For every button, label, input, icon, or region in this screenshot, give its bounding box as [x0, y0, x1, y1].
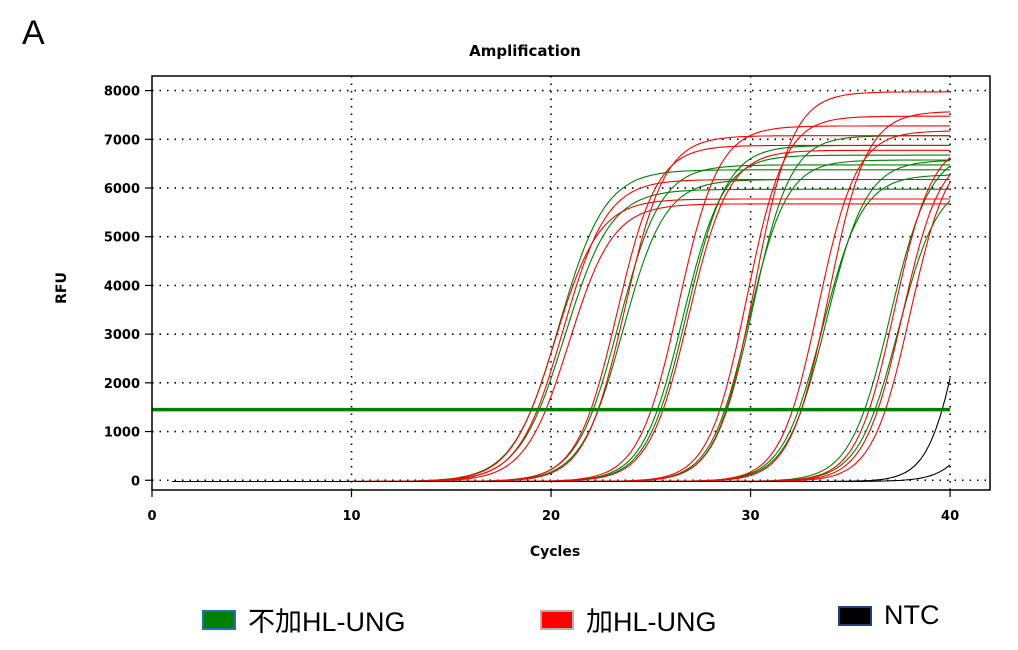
chart-title: Amplification	[469, 42, 581, 60]
legend-item-ntc: NTC	[838, 600, 940, 631]
y-tick-label: 7000	[104, 133, 140, 148]
amplification-curve	[172, 203, 951, 483]
y-tick-label: 6000	[104, 182, 140, 197]
x-tick-label: 10	[342, 509, 360, 524]
amplification-curves	[172, 91, 951, 483]
x-tick-label: 40	[941, 509, 959, 524]
y-tick-label: 5000	[104, 231, 140, 246]
amplification-curve	[172, 144, 951, 483]
legend-swatch-green	[202, 609, 236, 630]
legend-label: NTC	[884, 600, 940, 630]
amplification-curve	[172, 130, 951, 483]
amplification-curve	[172, 169, 951, 483]
legend-item-ung: 加HL-UNG	[540, 600, 717, 639]
amplification-curve	[172, 174, 951, 483]
amplification-chart: Amplification 0 10 20 30 40 0 1000 2000 3000 4000…	[54, 42, 991, 560]
panel-label: A	[22, 14, 45, 52]
amplification-curve	[172, 178, 951, 483]
y-tick-label: 1000	[104, 426, 140, 441]
axis-ticks: 0 10 20 30 40 0 1000 2000 3000 4000 5000 6000 7000 80…	[104, 85, 959, 524]
amplification-curve	[172, 174, 951, 483]
amplification-curve	[172, 181, 951, 483]
amplification-curve	[172, 115, 951, 483]
legend-swatch-black	[838, 605, 872, 626]
plot-frame	[151, 75, 991, 491]
legend-item-no-ung: 不加HL-UNG	[202, 600, 406, 639]
y-tick-label: 3000	[104, 328, 140, 343]
x-axis-label: Cycles	[530, 544, 580, 560]
legend-label: 加HL-UNG	[586, 607, 717, 637]
amplification-curve	[172, 178, 951, 483]
legend-swatch-red	[540, 609, 574, 630]
amplification-curve	[172, 144, 951, 483]
y-axis-label: RFU	[54, 272, 70, 304]
grid	[152, 76, 990, 490]
y-tick-label: 0	[131, 474, 140, 489]
amplification-curve	[172, 135, 951, 483]
x-tick-label: 30	[742, 509, 760, 524]
y-tick-label: 8000	[104, 85, 140, 100]
amplification-curve	[172, 149, 951, 483]
amplification-curve	[172, 111, 951, 483]
y-tick-label: 4000	[104, 279, 140, 294]
y-tick-label: 2000	[104, 377, 140, 392]
amplification-curve	[172, 165, 951, 483]
legend-label: 不加HL-UNG	[248, 607, 406, 637]
x-tick-label: 20	[542, 509, 560, 524]
x-tick-label: 0	[147, 509, 156, 524]
amplification-curve	[172, 135, 951, 483]
amplification-curve	[172, 464, 951, 483]
amplification-curve	[172, 164, 951, 483]
